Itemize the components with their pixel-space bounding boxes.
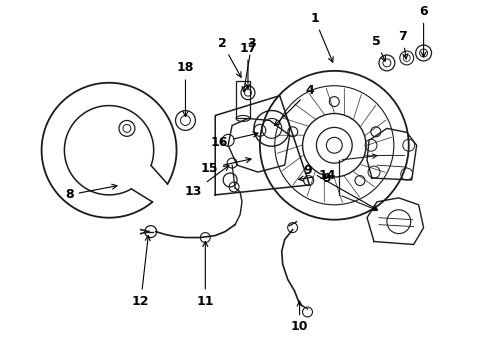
Text: 8: 8 — [65, 184, 117, 201]
Text: 7: 7 — [398, 30, 408, 59]
Text: 4: 4 — [274, 84, 314, 126]
Text: 17: 17 — [239, 41, 257, 89]
Text: 5: 5 — [371, 35, 386, 61]
Text: 6: 6 — [419, 5, 428, 57]
Text: 9: 9 — [303, 163, 377, 210]
Text: 3: 3 — [242, 37, 256, 92]
Text: 15: 15 — [200, 158, 251, 175]
Text: 14: 14 — [298, 168, 336, 181]
Text: 16: 16 — [211, 132, 258, 149]
Text: 12: 12 — [132, 235, 150, 307]
Text: 11: 11 — [196, 242, 214, 307]
Text: 18: 18 — [177, 61, 194, 116]
Bar — [236, 81, 250, 118]
Text: 1: 1 — [310, 12, 333, 62]
Text: 9: 9 — [322, 171, 331, 185]
Text: 13: 13 — [185, 166, 229, 198]
Text: 10: 10 — [291, 301, 308, 333]
Text: 2: 2 — [218, 37, 241, 77]
